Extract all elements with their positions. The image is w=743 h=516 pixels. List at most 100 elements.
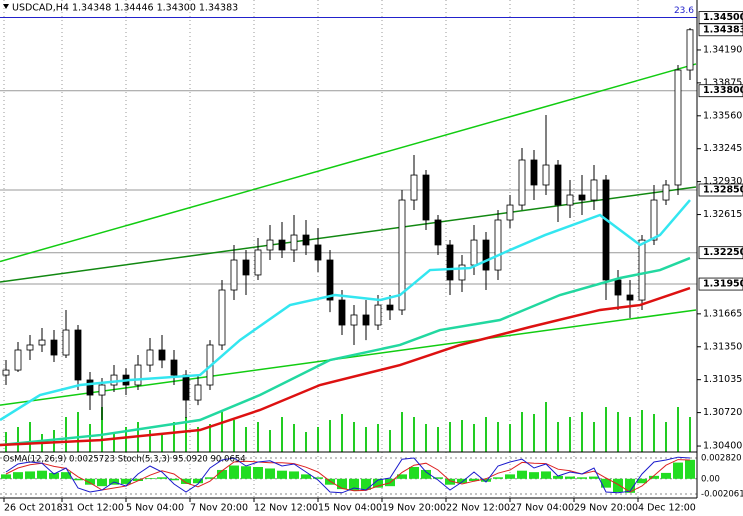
y-tick-label: 1.33875 [703,77,742,88]
osma-bar [13,472,23,479]
osma-bar [361,478,371,490]
osma-bar [205,477,215,479]
osma-bar [25,471,35,479]
volume-bar [557,422,559,452]
osma-bar [577,477,587,479]
candle-body [62,329,70,356]
osma-bar [169,478,179,481]
volume-bar [605,407,607,452]
osma-bar [61,472,71,479]
osma-bar [433,477,443,479]
osma-bar [601,478,611,488]
osma-bar [289,471,299,479]
osma-bar [313,477,323,479]
osma-bar [133,478,143,482]
volume-bar [269,430,271,452]
candle-body [266,239,274,251]
volume-bar [497,422,499,452]
osma-bar [193,478,203,484]
x-tick-label: 26 Oct 2018 [4,503,63,514]
volume-bar [641,410,643,452]
osma-bar [301,474,311,479]
y-tick-label: 1.32930 [703,176,742,187]
candle-body [674,69,682,186]
candle-body [434,219,442,246]
osma-bar [649,475,659,479]
current-price-label: 1.34383 [703,24,743,35]
candle-body [2,369,10,376]
x-tick-label: 7 Nov 20:00 [190,503,248,514]
osma-bar [337,478,347,490]
candle-body [542,164,550,186]
y-tick-label: 1.30720 [703,407,742,418]
candle-body [86,379,94,396]
volume-bar [317,427,319,452]
osma-bar [181,478,191,484]
candle-body [338,299,346,326]
volume-bar [569,417,571,452]
volume-bar [29,422,31,452]
osma-bar [613,478,623,493]
volume-bar [77,412,79,452]
candle-body [158,349,166,361]
osma-bar [661,472,671,479]
y-tick-label: 0.00 [701,474,720,484]
osma-bar [253,466,263,479]
osma-bar [265,468,275,479]
candle-body [314,244,322,261]
volume-bar [365,427,367,452]
volume-bar [125,427,127,452]
x-tick-label: 22 Nov 12:00 [446,503,510,514]
candle-body [650,199,658,241]
y-tick-label: 1.30400 [703,441,742,452]
x-tick-label: 4 Dec 12:00 [638,503,696,514]
osma-bar [505,474,515,479]
volume-bar [101,407,103,452]
candle-body [194,384,202,401]
candle-body [446,244,454,281]
candle-body [230,259,238,291]
osma-bar [373,478,383,488]
osma-bar [49,472,59,479]
volume-bar [221,412,223,452]
level-label: 1.32250 [703,247,743,258]
osma-bar [157,477,167,479]
candle-body [506,204,514,221]
volume-bar [473,424,475,452]
menu-icon[interactable] [3,4,9,9]
volume-bar [5,432,7,452]
osma-bar [673,462,683,479]
volume-bar [509,424,511,452]
volume-bar [53,430,55,452]
osma-bar [85,478,95,485]
oscillator-title: OsMA(12,26,9) 0.0025723 Stoch(5,3,3) 95.… [3,455,246,465]
volume-bar [353,422,355,452]
osma-bar [469,478,479,482]
candle-body [14,349,22,371]
price-label-box [698,23,743,37]
chart-title: USDCAD,H4 1.34348 1.34446 1.34300 1.3438… [12,3,238,14]
candle-body [626,294,634,301]
volume-bar [485,417,487,452]
candle-body [74,329,82,381]
level-label: 1.33800 [703,85,743,96]
osma-bar [277,470,287,479]
candle-body [422,174,430,221]
volume-bar [65,417,67,452]
candle-body [110,374,118,386]
volume-bar [233,420,235,452]
candle-body [302,234,310,246]
candle-body [482,239,490,271]
osma-bar [241,466,251,479]
volume-bar [413,417,415,452]
candle-body [470,239,478,266]
candle-body [614,279,622,296]
osma-bar [421,469,431,479]
volume-bar [629,417,631,452]
y-tick-label: 0.002820 [701,454,742,464]
volume-bar [437,427,439,452]
volume-bar [329,420,331,452]
osma-bar [553,475,563,479]
candle-body [530,159,538,186]
volume-bar [533,414,535,452]
